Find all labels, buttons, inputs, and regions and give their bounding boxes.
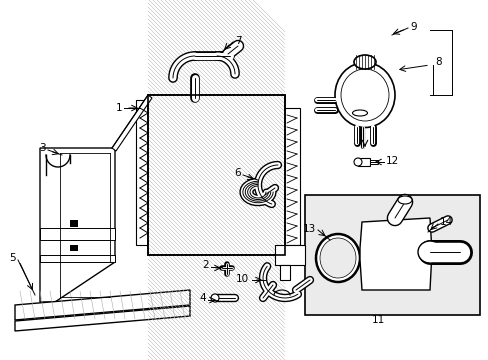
Text: 13: 13	[302, 224, 315, 234]
Text: 3: 3	[40, 143, 46, 153]
Bar	[305, 195, 479, 315]
Polygon shape	[40, 148, 115, 302]
Text: 12: 12	[385, 156, 398, 166]
Text: 9: 9	[409, 22, 416, 32]
Bar	[70, 245, 78, 251]
Text: 7: 7	[235, 36, 241, 46]
Ellipse shape	[319, 238, 355, 278]
Polygon shape	[148, 95, 285, 255]
Ellipse shape	[340, 69, 388, 121]
Ellipse shape	[397, 196, 411, 204]
Ellipse shape	[315, 234, 359, 282]
Text: 8: 8	[434, 57, 441, 67]
Text: 10: 10	[235, 274, 248, 284]
Ellipse shape	[210, 294, 219, 302]
Polygon shape	[136, 100, 150, 245]
Polygon shape	[15, 306, 190, 331]
Text: 2: 2	[202, 260, 208, 270]
Text: 1: 1	[115, 103, 122, 113]
Text: 14: 14	[439, 217, 452, 227]
Bar	[369, 160, 377, 164]
Polygon shape	[40, 228, 115, 240]
Polygon shape	[15, 290, 190, 320]
Text: 4: 4	[199, 293, 205, 303]
Polygon shape	[40, 255, 115, 262]
Polygon shape	[112, 95, 152, 151]
Polygon shape	[359, 218, 431, 290]
Bar	[357, 158, 369, 166]
Ellipse shape	[334, 63, 394, 127]
Text: 5: 5	[9, 253, 16, 263]
Ellipse shape	[353, 158, 361, 166]
Ellipse shape	[353, 55, 375, 69]
Text: 11: 11	[370, 315, 384, 325]
Bar	[70, 220, 78, 227]
Polygon shape	[283, 108, 299, 245]
Text: 6: 6	[234, 168, 241, 178]
Polygon shape	[280, 265, 289, 280]
Ellipse shape	[417, 241, 441, 263]
Polygon shape	[274, 245, 305, 265]
